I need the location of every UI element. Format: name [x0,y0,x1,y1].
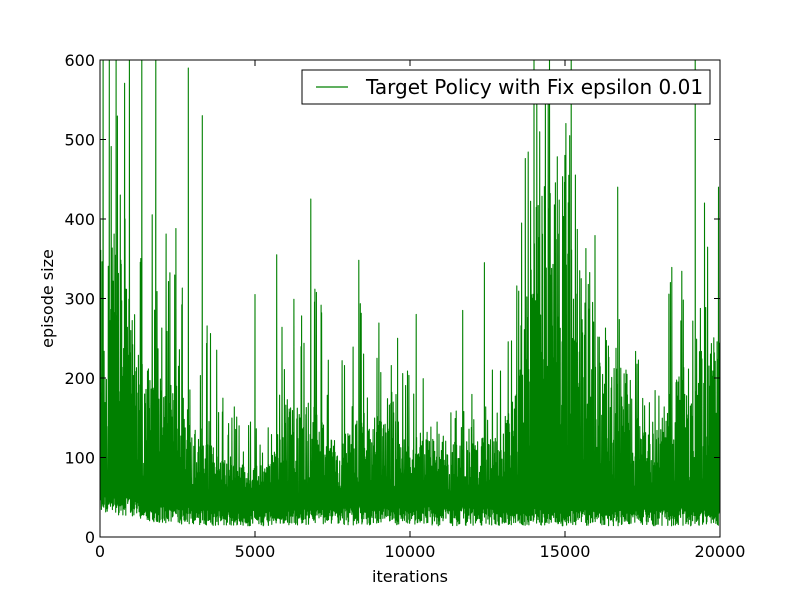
y-tick-label: 100 [64,449,95,468]
x-tick-label: 0 [95,542,105,561]
y-axis-label: episode size [38,249,57,348]
legend-entry: Target Policy with Fix epsilon 0.01 [365,75,703,99]
ticks-layer: 0 5000 10000 15000 20000 0 100 200 300 400 500 600 [64,51,745,561]
y-tick-label: 200 [64,369,95,388]
series-line [100,60,720,527]
y-tick-label: 500 [64,131,95,150]
x-tick-label: 15000 [540,542,591,561]
x-tick-label: 10000 [385,542,436,561]
x-tick-label: 5000 [235,542,276,561]
series-layer [100,60,720,527]
y-tick-label: 400 [64,210,95,229]
y-tick-label: 600 [64,51,95,70]
x-tick-label: 20000 [695,542,746,561]
legend: Target Policy with Fix epsilon 0.01 [301,69,711,105]
y-tick-label: 300 [64,290,95,309]
x-axis-label: iterations [372,567,448,586]
y-tick-label: 0 [85,528,95,547]
legend-box [301,69,711,105]
